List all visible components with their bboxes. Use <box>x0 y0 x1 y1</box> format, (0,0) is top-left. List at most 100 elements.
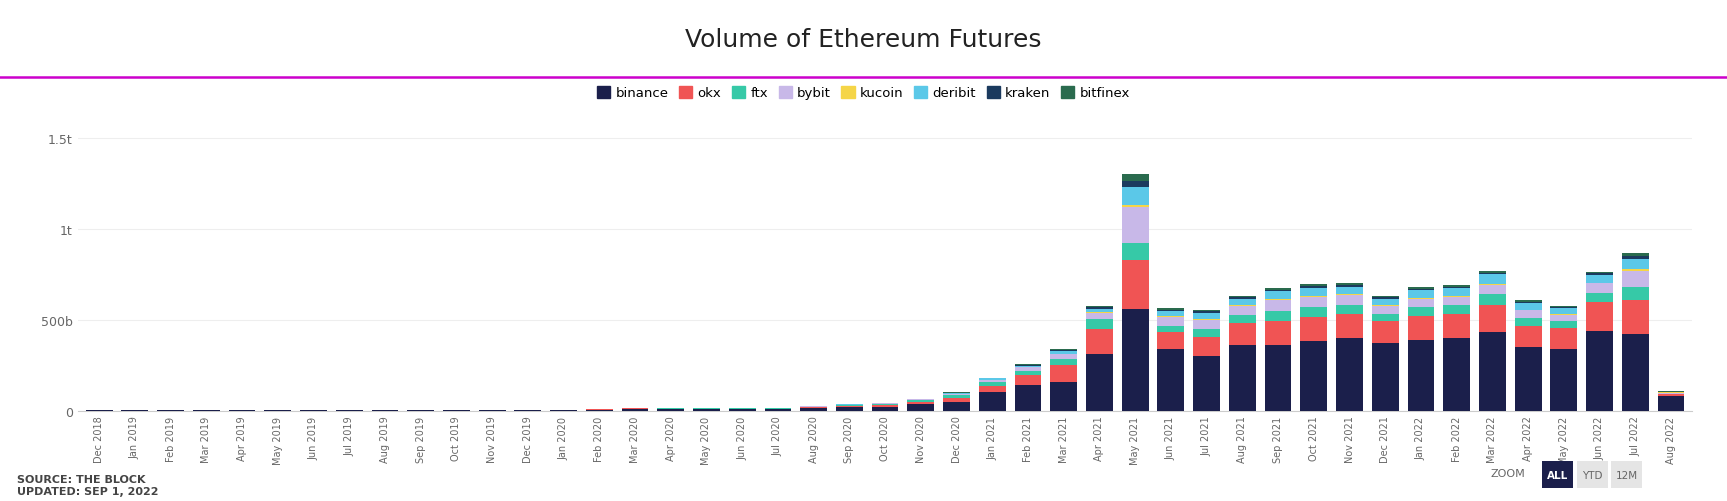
Bar <box>872 404 898 405</box>
Bar <box>1193 337 1219 356</box>
Bar <box>1337 338 1363 411</box>
Text: Volume of Ethereum Futures: Volume of Ethereum Futures <box>686 28 1041 52</box>
Bar <box>1123 206 1148 207</box>
Bar <box>1408 340 1435 411</box>
Bar <box>1193 356 1219 411</box>
Bar <box>836 405 864 406</box>
Bar <box>1050 359 1078 365</box>
Bar <box>1622 335 1649 411</box>
Bar <box>1337 287 1363 295</box>
Bar <box>1123 175 1148 181</box>
Bar <box>1478 273 1506 275</box>
Bar <box>1515 301 1542 302</box>
Bar <box>1123 181 1148 188</box>
Bar <box>1264 292 1292 300</box>
Text: SOURCE: THE BLOCK
UPDATED: SEP 1, 2022: SOURCE: THE BLOCK UPDATED: SEP 1, 2022 <box>17 474 159 496</box>
Bar <box>1086 307 1112 308</box>
Bar <box>1585 272 1613 274</box>
Bar <box>1478 295 1506 306</box>
Bar <box>1264 288 1292 290</box>
Bar <box>1086 313 1112 320</box>
Bar <box>1408 288 1435 289</box>
Bar <box>1478 271 1506 273</box>
Bar <box>1622 254 1649 257</box>
Bar <box>1264 300 1292 301</box>
Text: ZOOM: ZOOM <box>1490 468 1525 478</box>
Bar <box>1622 300 1649 335</box>
Bar <box>335 410 363 411</box>
Bar <box>943 402 971 411</box>
Bar <box>1337 305 1363 315</box>
Bar <box>1157 310 1185 312</box>
Bar <box>1585 283 1613 284</box>
Bar <box>1444 286 1470 287</box>
Bar <box>943 398 971 402</box>
Bar <box>1444 305 1470 315</box>
Bar <box>1193 330 1219 337</box>
Bar <box>1658 393 1684 394</box>
Bar <box>1478 284 1506 285</box>
Bar <box>1157 309 1185 310</box>
Bar <box>1371 344 1399 411</box>
Bar <box>1014 365 1041 366</box>
Bar <box>1658 394 1684 396</box>
Bar <box>1585 275 1613 283</box>
Bar <box>1585 331 1613 411</box>
Bar <box>1515 347 1542 411</box>
Text: 12M: 12M <box>1616 470 1637 479</box>
Bar <box>1478 306 1506 333</box>
Bar <box>1371 306 1399 314</box>
Bar <box>943 396 971 398</box>
Bar <box>872 407 898 411</box>
Bar <box>1444 315 1470 338</box>
Bar <box>585 410 613 411</box>
Bar <box>1157 349 1185 411</box>
Bar <box>1014 368 1041 371</box>
Bar <box>1515 310 1542 311</box>
Bar <box>1230 306 1256 307</box>
Bar <box>1478 333 1506 411</box>
Bar <box>1193 310 1219 312</box>
Bar <box>1444 289 1470 297</box>
Bar <box>1337 285 1363 287</box>
Bar <box>1050 351 1078 354</box>
Bar <box>1123 188 1148 206</box>
Bar <box>800 408 827 411</box>
Bar <box>1086 329 1112 355</box>
Bar <box>1444 287 1470 289</box>
Bar <box>1408 291 1435 298</box>
Bar <box>1478 285 1506 295</box>
Bar <box>907 402 934 404</box>
Bar <box>1230 346 1256 411</box>
Bar <box>1123 309 1148 411</box>
Bar <box>622 409 648 411</box>
Bar <box>729 409 756 411</box>
Bar <box>1371 296 1399 298</box>
Bar <box>1658 392 1684 393</box>
Bar <box>1050 354 1078 359</box>
Bar <box>1622 270 1649 272</box>
Bar <box>1123 243 1148 260</box>
Bar <box>943 393 971 394</box>
Bar <box>1264 321 1292 346</box>
Bar <box>1300 287 1326 288</box>
Bar <box>1264 301 1292 312</box>
Bar <box>1371 299 1399 306</box>
Bar <box>979 393 1005 411</box>
Bar <box>1622 259 1649 270</box>
Bar <box>1408 299 1435 307</box>
Bar <box>1050 365 1078 382</box>
Bar <box>1193 313 1219 320</box>
Bar <box>1551 328 1577 349</box>
Bar <box>1585 284 1613 293</box>
Bar <box>1014 385 1041 411</box>
Bar <box>1408 289 1435 291</box>
Bar <box>907 399 934 400</box>
Bar <box>1230 316 1256 324</box>
Bar <box>1622 288 1649 300</box>
Bar <box>1515 319 1542 326</box>
Bar <box>1551 315 1577 322</box>
Bar <box>1193 312 1219 313</box>
Bar <box>1193 320 1219 330</box>
Bar <box>1337 295 1363 296</box>
